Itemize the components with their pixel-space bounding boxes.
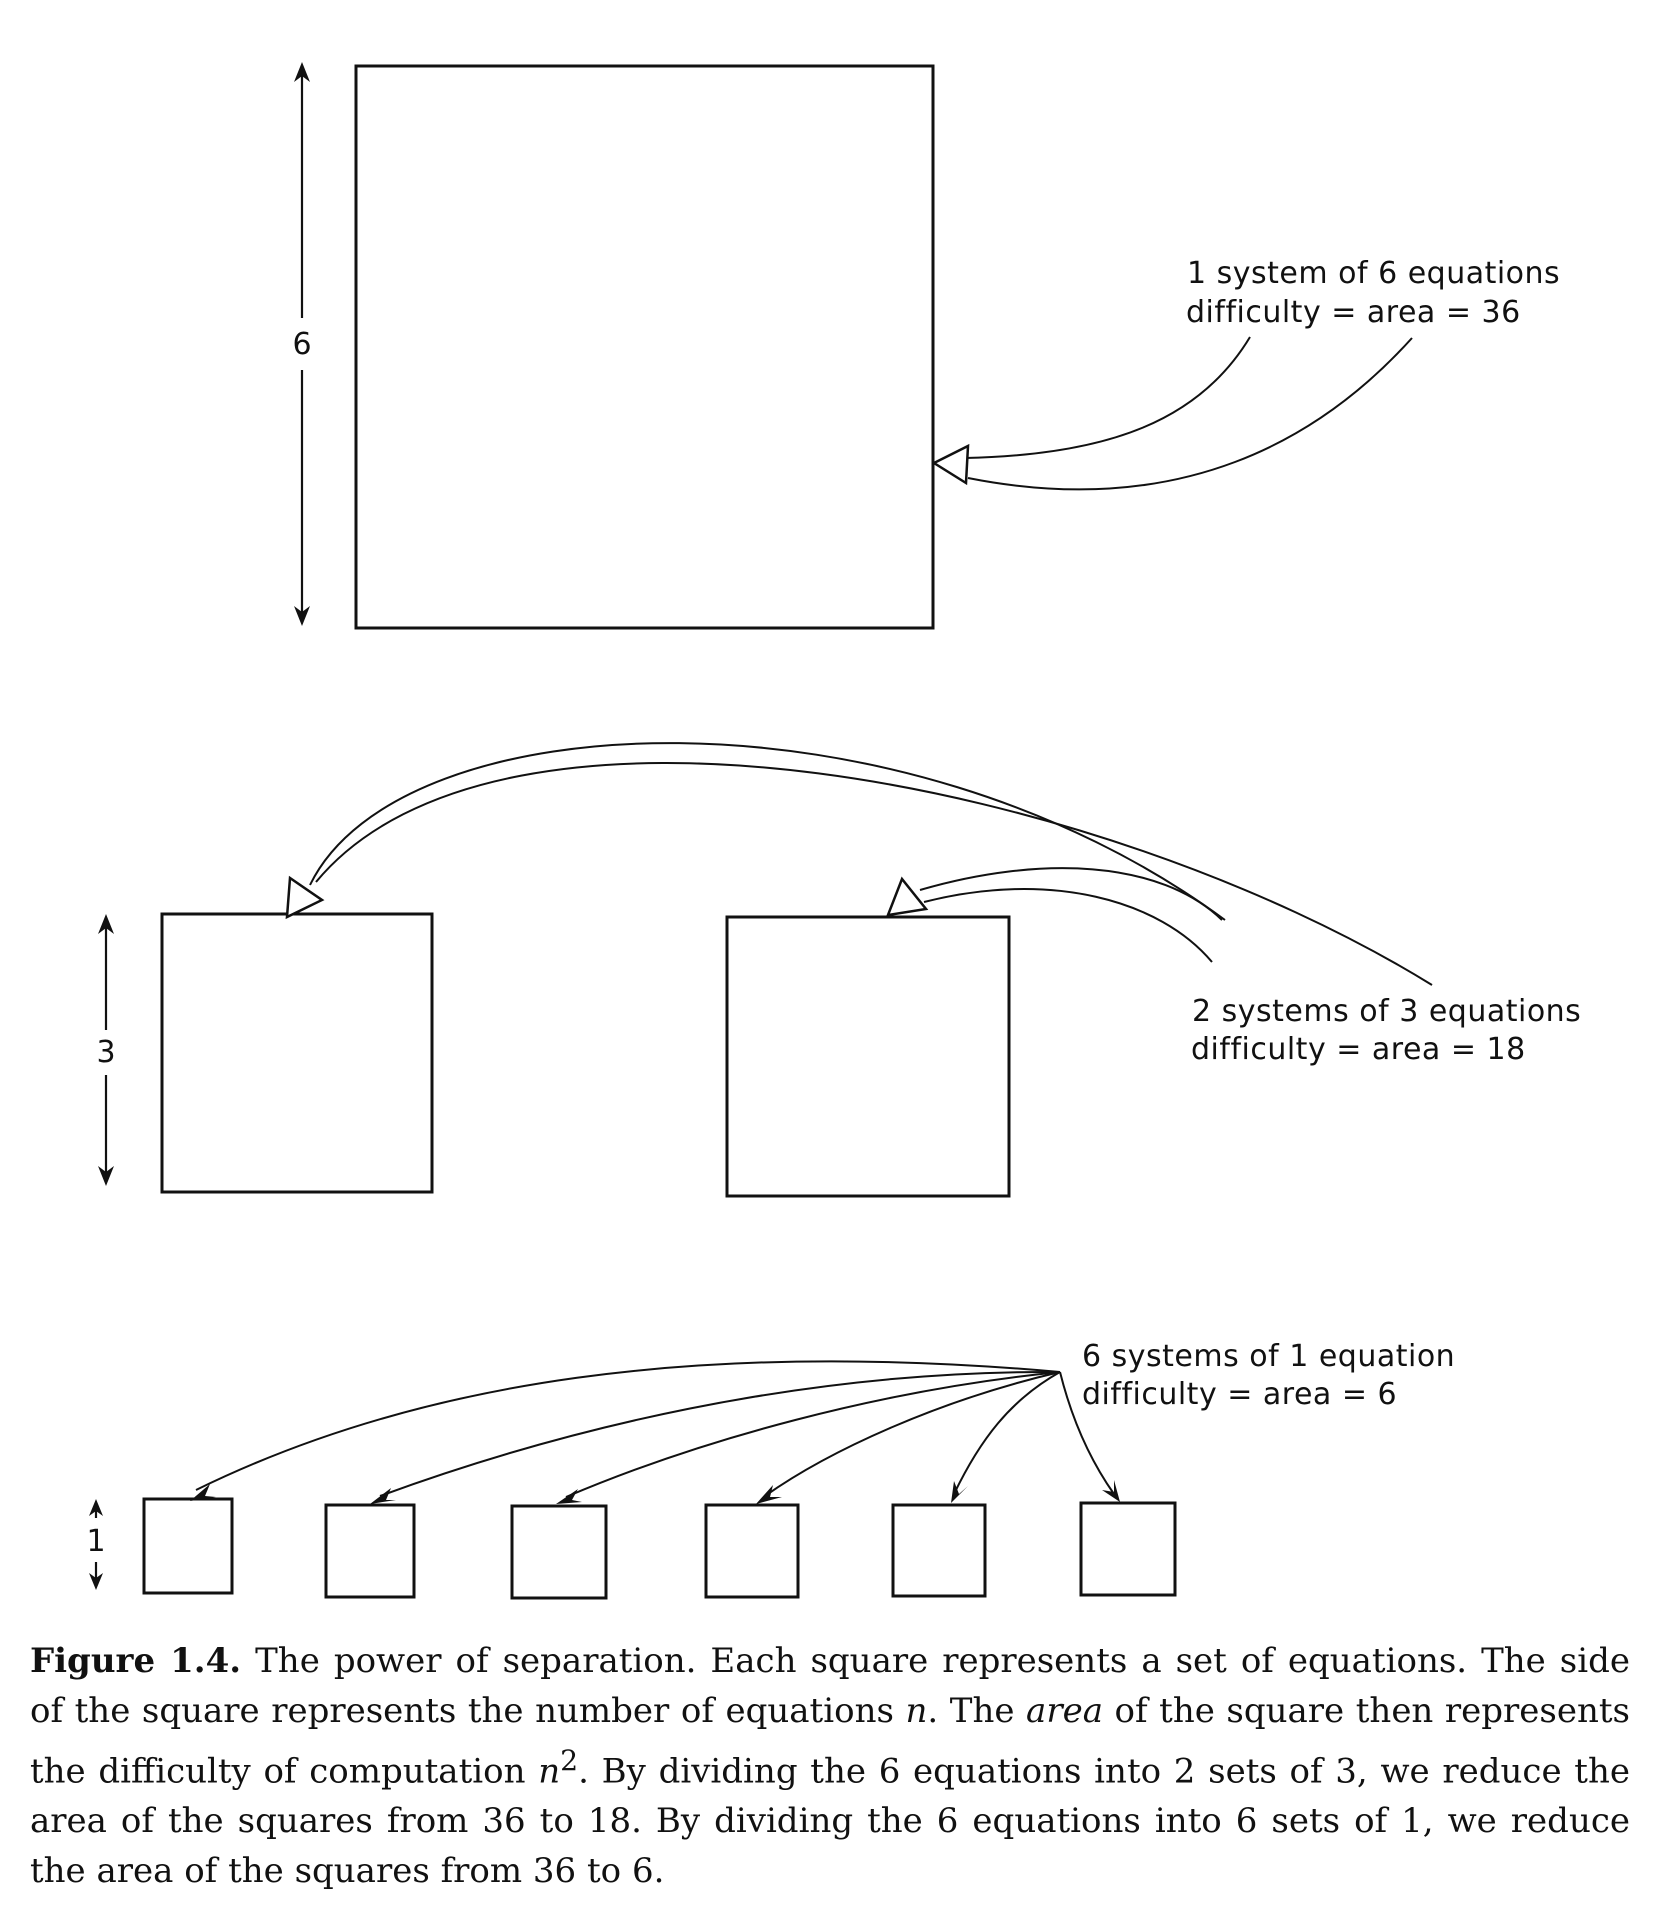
big-annotation-line1: 1 system of 6 equations	[1187, 256, 1560, 291]
small-annotation-line2: difficulty = area = 6	[1082, 1377, 1397, 1412]
medium-connector-right-curve-2	[923, 888, 1213, 963]
medium-connector-left-curve-1	[309, 742, 1226, 921]
small-square-2	[324, 1503, 416, 1599]
caption-italic-n-squared-base: n	[538, 1751, 561, 1792]
figure-caption: Figure 1.4. The power of separation. Each…	[30, 1636, 1630, 1896]
small-connector-curve-6	[1059, 1371, 1115, 1495]
big-dimension-label: 6	[292, 327, 311, 362]
small-arrowhead-3-icon	[556, 1489, 582, 1504]
medium-connector-right-curve-1	[919, 867, 1223, 921]
small-arrowhead-1-icon	[190, 1484, 216, 1501]
big-connector-curve-2	[967, 337, 1413, 491]
small-dimension-label: 1	[86, 1524, 105, 1559]
medium-annotation-line1: 2 systems of 3 equations	[1192, 994, 1581, 1029]
big-connector-curve-1	[964, 336, 1251, 459]
caption-exponent: 2	[560, 1744, 579, 1777]
small-connector-curve-3	[565, 1371, 1061, 1498]
small-connector-curve-5	[953, 1371, 1061, 1495]
small-connector-curve-4	[764, 1371, 1061, 1497]
caption-italic-area: area	[1026, 1691, 1103, 1731]
big-annotation-line2: difficulty = area = 36	[1186, 295, 1521, 330]
medium-square-right	[725, 915, 1011, 1198]
small-square-1	[142, 1497, 234, 1595]
small-arrowhead-6-icon	[1102, 1480, 1120, 1502]
big-dimension-arrow-up-icon	[294, 62, 310, 82]
small-square-6	[1079, 1501, 1177, 1597]
small-square-5	[891, 1503, 987, 1598]
small-square-3	[510, 1504, 608, 1600]
medium-dimension-label: 3	[96, 1035, 115, 1070]
small-square-4	[704, 1503, 800, 1599]
big-square	[354, 64, 935, 630]
caption-text-part-2: . The	[927, 1691, 1027, 1731]
caption-text-part-4: . By dividing the 6 equations into 2 set…	[30, 1751, 1630, 1892]
medium-dimension-arrow-up-icon	[98, 914, 114, 934]
medium-squares-group: 3 2 systems of 3 equations difficulty = …	[96, 742, 1581, 1198]
small-annotation-line1: 6 systems of 1 equation	[1082, 1339, 1455, 1374]
medium-left-open-arrowhead-icon	[285, 875, 325, 920]
small-connector-curve-2	[379, 1370, 1061, 1497]
small-arrowhead-4-icon	[756, 1485, 782, 1504]
small-arrowhead-5-icon	[951, 1481, 968, 1503]
medium-square-left	[160, 912, 434, 1194]
small-arrowhead-2-icon	[370, 1488, 396, 1504]
medium-dimension-arrow-down-icon	[98, 1166, 114, 1186]
medium-annotation-line2: difficulty = area = 18	[1191, 1032, 1526, 1067]
medium-right-open-arrowhead-icon	[886, 876, 929, 917]
small-connector-curve-1	[195, 1360, 1061, 1491]
small-dimension-arrow-up-icon	[89, 1499, 103, 1516]
caption-figure-label: Figure 1.4.	[30, 1641, 242, 1681]
caption-italic-n: n	[905, 1691, 928, 1731]
small-dimension-arrow-down-icon	[89, 1573, 103, 1590]
caption-text-part-3: of the square then represents the diffic…	[30, 1691, 1630, 1792]
small-squares-group: 1 6 systems of 1 equation difficulty = a…	[86, 1339, 1455, 1600]
big-square-group: 6 1 system of 6 equations difficulty = a…	[292, 62, 1560, 630]
big-open-arrowhead-icon	[931, 443, 970, 486]
medium-connector-left-curve-2	[315, 762, 1433, 986]
big-dimension-arrow-down-icon	[294, 606, 310, 626]
caption-text-part-1: The power of separation. Each square rep…	[30, 1641, 1631, 1731]
